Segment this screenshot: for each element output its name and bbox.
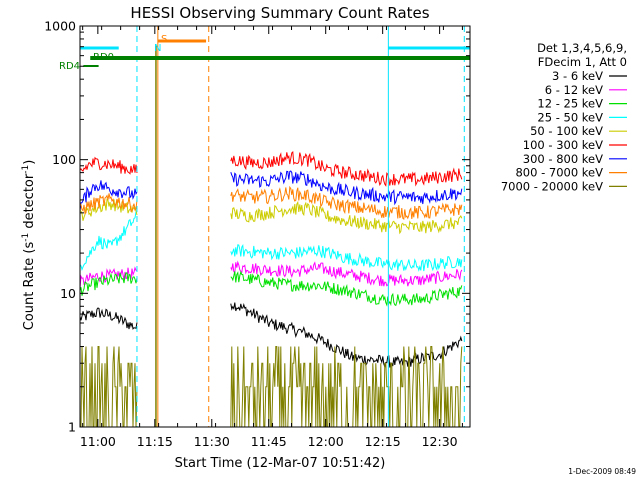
series-segment bbox=[230, 270, 463, 307]
series-100_300keV bbox=[79, 150, 463, 187]
x-tick-label: 11:30 bbox=[194, 434, 230, 449]
y-tick-label: 10 bbox=[60, 286, 76, 301]
y-axis-label: Count Rate (s-1 detector-1) bbox=[21, 160, 37, 331]
footer-date: 1-Dec-2009 08:49 bbox=[568, 467, 636, 476]
series-segment bbox=[79, 210, 138, 271]
series-segment bbox=[80, 346, 138, 428]
legend-label: 7000 - 20000 keV bbox=[501, 179, 603, 193]
series-segment bbox=[230, 150, 463, 187]
legend-label: 800 - 7000 keV bbox=[515, 166, 603, 180]
x-tick-label: 12:15 bbox=[365, 434, 401, 449]
series-50_100keV bbox=[79, 198, 463, 235]
axes: 11:00 11:15 11:30 11:45 12:00 12:15 12:30 1 10 10… bbox=[44, 19, 471, 449]
series-25_50keV bbox=[79, 210, 463, 272]
series-segment bbox=[79, 198, 138, 221]
legend-header-line1: Det 1,3,4,5,6,9, bbox=[537, 41, 627, 55]
chart-title: HESSI Observing Summary Count Rates bbox=[130, 4, 429, 22]
y-tick-label: 100 bbox=[52, 152, 76, 167]
series-7000_20000keV bbox=[80, 346, 463, 428]
series-segment bbox=[79, 193, 138, 215]
legend-label: 100 - 300 keV bbox=[523, 138, 603, 152]
series-segment bbox=[79, 307, 138, 330]
plot-frame bbox=[79, 25, 471, 428]
data-layer bbox=[79, 150, 463, 428]
x-tick-label: 12:30 bbox=[422, 434, 458, 449]
x-tick-label: 12:00 bbox=[308, 434, 344, 449]
series-segment bbox=[79, 272, 138, 296]
y-tick-label: 1000 bbox=[44, 19, 76, 34]
legend-label: 25 - 50 keV bbox=[537, 110, 603, 124]
night-marker-label: N bbox=[154, 43, 161, 54]
legend-label: 12 - 25 keV bbox=[537, 97, 603, 111]
y-tick-label: 1 bbox=[68, 420, 76, 435]
series-12_25keV bbox=[79, 270, 463, 307]
legend: Det 1,3,4,5,6,9, FDecim 1, Att 0 3 - 6 k… bbox=[501, 41, 627, 193]
rd4-marker-label: RD4 bbox=[59, 61, 80, 72]
rd0-marker-label: RD0 bbox=[93, 52, 114, 63]
x-tick-label: 11:00 bbox=[80, 434, 116, 449]
series-3_6keV bbox=[79, 302, 463, 369]
y-axis-label-mid: detector bbox=[22, 173, 37, 233]
y-axis-label-main: Count Rate (s bbox=[22, 242, 37, 331]
series-segment bbox=[230, 243, 463, 272]
legend-label: 50 - 100 keV bbox=[530, 124, 603, 138]
series-800_7000keV bbox=[79, 185, 463, 220]
series-segment bbox=[230, 346, 463, 428]
saa-marker-label: S bbox=[161, 34, 167, 45]
series-segment bbox=[79, 156, 138, 175]
series-segment bbox=[230, 200, 463, 235]
y-axis-label-end: ) bbox=[22, 160, 37, 165]
series-segment bbox=[230, 170, 463, 206]
series-300_800keV bbox=[79, 170, 463, 211]
series-segment bbox=[230, 185, 463, 220]
series-segment bbox=[230, 260, 463, 287]
legend-label: 300 - 800 keV bbox=[523, 152, 603, 166]
x-tick-label: 11:45 bbox=[251, 434, 287, 449]
legend-label: 6 - 12 keV bbox=[545, 83, 603, 97]
series-segment bbox=[230, 302, 463, 369]
x-tick-label: 11:15 bbox=[137, 434, 173, 449]
y-axis-label-sup1: -1 bbox=[21, 233, 31, 242]
x-axis-label: Start Time (12-Mar-07 10:51:42) bbox=[175, 456, 386, 471]
legend-label: 3 - 6 keV bbox=[552, 69, 603, 83]
legend-header-line2: FDecim 1, Att 0 bbox=[538, 55, 627, 69]
series-segment bbox=[79, 180, 138, 211]
y-axis-label-sup2: -1 bbox=[21, 165, 31, 174]
